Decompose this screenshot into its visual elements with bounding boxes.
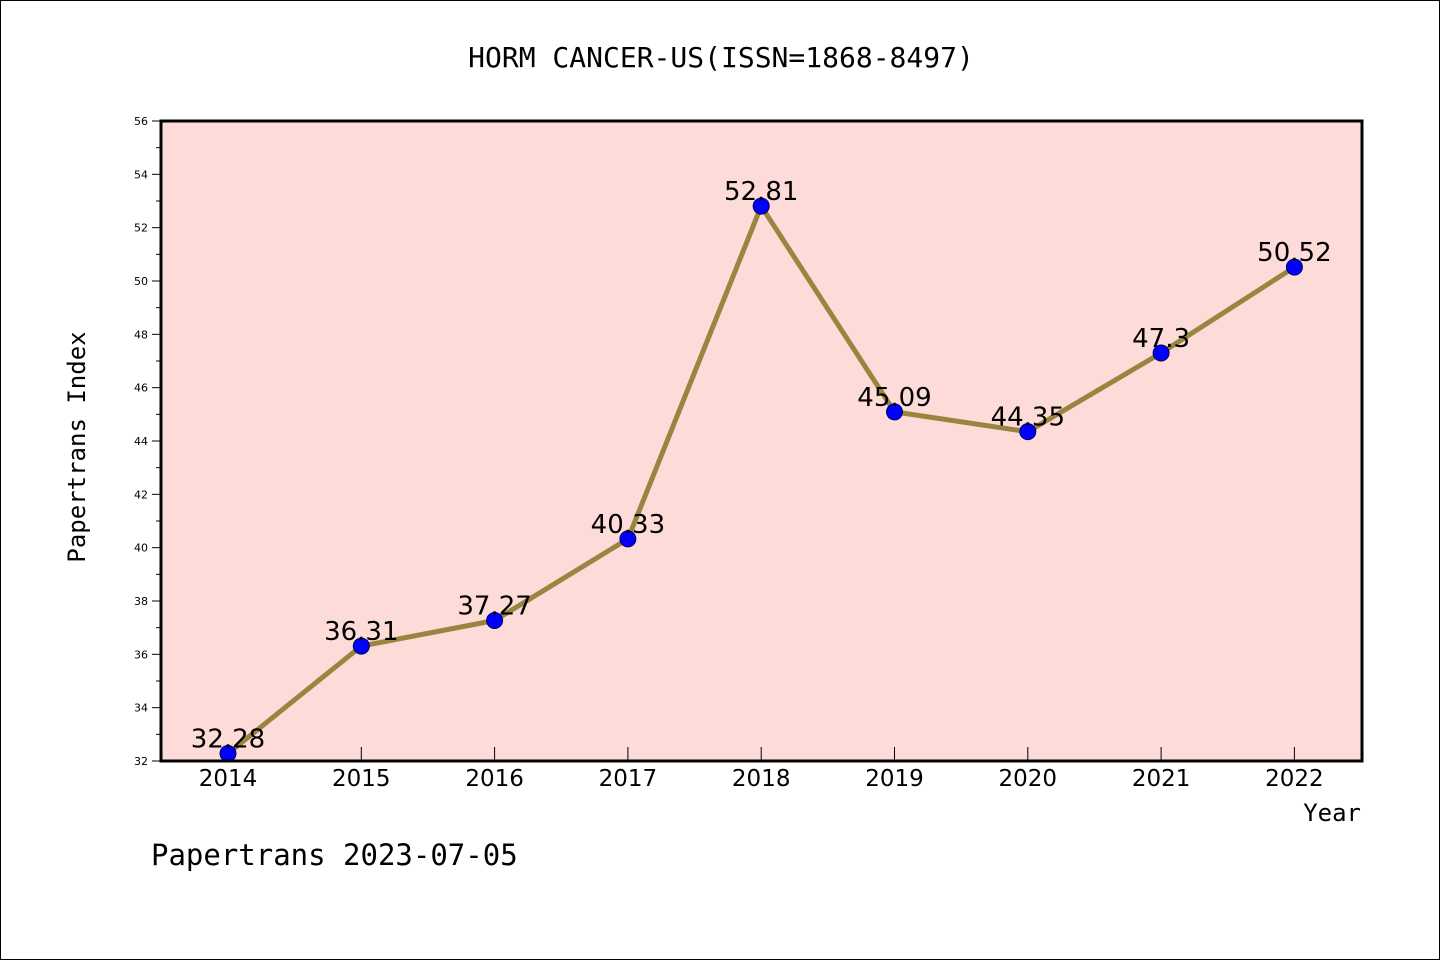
data-point bbox=[1019, 423, 1037, 441]
x-axis: 2014 2015 2016 2017 2018 2019 2020 2021 2022 bbox=[199, 747, 1324, 792]
y-tick-label: 42 bbox=[134, 488, 148, 501]
y-tick-label: 44 bbox=[134, 435, 148, 448]
x-axis-label: Year bbox=[1303, 799, 1361, 827]
y-tick-label: 48 bbox=[134, 328, 148, 341]
y-tick-label: 34 bbox=[134, 702, 148, 715]
y-tick-label: 32 bbox=[134, 755, 148, 768]
y-tick-label: 54 bbox=[134, 168, 148, 181]
x-tick-label: 2021 bbox=[1132, 766, 1191, 792]
x-tick-label: 2019 bbox=[865, 766, 924, 792]
data-point bbox=[1285, 258, 1303, 276]
y-tick-label: 40 bbox=[134, 542, 148, 555]
data-point bbox=[1152, 344, 1170, 362]
y-tick-label: 56 bbox=[134, 115, 148, 128]
y-tick-label: 46 bbox=[134, 382, 148, 395]
plot-border bbox=[159, 119, 1364, 763]
y-tick-label: 50 bbox=[134, 275, 148, 288]
x-tick-label: 2015 bbox=[332, 766, 391, 792]
data-label: 47.3 bbox=[1132, 324, 1190, 354]
x-tick-label: 2014 bbox=[199, 766, 258, 792]
watermark-text: Papertrans 2023-07-05 bbox=[151, 838, 518, 872]
data-points bbox=[219, 197, 1303, 763]
x-tick-label: 2017 bbox=[599, 766, 658, 792]
y-tick-label: 36 bbox=[134, 648, 148, 661]
chart-title: HORM CANCER-US(ISSN=1868-8497) bbox=[468, 41, 974, 74]
y-tick-label: 52 bbox=[134, 222, 148, 235]
y-tick-label: 38 bbox=[134, 595, 148, 608]
data-point bbox=[486, 611, 504, 629]
x-tick-label: 2020 bbox=[999, 766, 1058, 792]
x-tick-label: 2016 bbox=[465, 766, 524, 792]
data-label: 44.35 bbox=[991, 403, 1065, 433]
x-tick-label: 2022 bbox=[1265, 766, 1324, 792]
data-point bbox=[619, 530, 637, 548]
data-label: 52.81 bbox=[724, 177, 798, 207]
data-label: 40.33 bbox=[591, 510, 665, 540]
y-axis-label: Papertrans Index bbox=[63, 331, 91, 562]
data-point bbox=[752, 197, 770, 215]
data-label: 37.27 bbox=[457, 591, 531, 621]
data-label: 36.31 bbox=[324, 617, 398, 647]
data-labels: 32.28 36.31 37.27 40.33 52.81 45.09 44.35 47.3 5… bbox=[191, 177, 1332, 754]
data-label: 45.09 bbox=[857, 383, 931, 413]
y-axis: 32 34 36 38 40 42 44 46 48 50 52 54 56 bbox=[134, 115, 161, 768]
data-label: 50.52 bbox=[1257, 238, 1331, 268]
x-tick-label: 2018 bbox=[732, 766, 791, 792]
data-label: 32.28 bbox=[191, 725, 265, 755]
data-point bbox=[352, 637, 370, 655]
data-point bbox=[886, 403, 903, 421]
